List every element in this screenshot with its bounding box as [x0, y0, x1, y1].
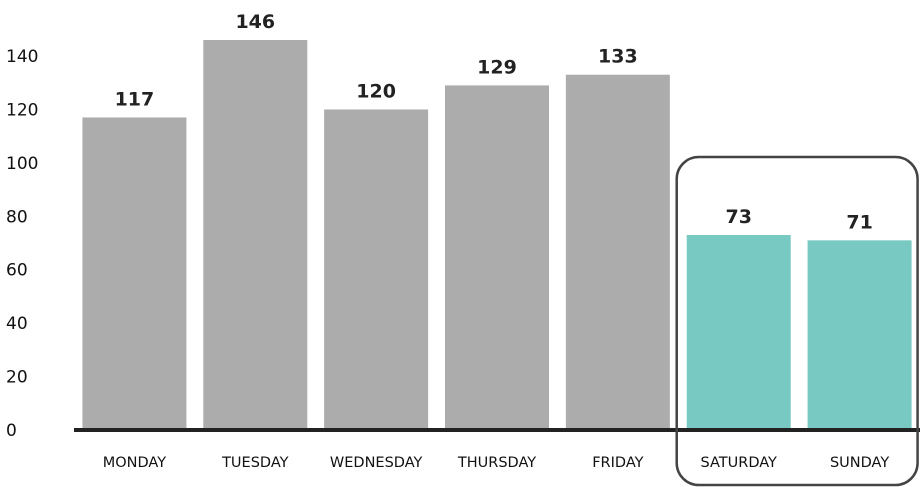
data-label-sunday: 71	[846, 211, 872, 233]
data-label-monday: 117	[115, 88, 155, 110]
x-tick-wednesday: WEDNESDAY	[330, 455, 423, 471]
bar-friday	[565, 74, 670, 431]
data-label-saturday: 73	[725, 206, 751, 228]
x-tick-tuesday: TUESDAY	[221, 455, 289, 471]
bar-saturday	[686, 235, 791, 430]
bar-wednesday	[324, 109, 429, 430]
bars	[82, 40, 912, 431]
weekend-highlight-box	[675, 155, 919, 487]
x-tick-monday: MONDAY	[103, 455, 166, 471]
y-tick-label: 80	[6, 207, 28, 227]
x-tick-thursday: THURSDAY	[457, 455, 536, 471]
bar-thursday	[445, 85, 549, 431]
y-axis-ticks: 0 20 40 60 80 100 120 140	[6, 47, 38, 441]
bar-tuesday	[203, 40, 308, 430]
data-labels: 117 146 120 129 133 73 71	[115, 11, 873, 233]
x-tick-saturday: SATURDAY	[701, 455, 778, 471]
data-label-thursday: 129	[477, 56, 517, 78]
bar-sunday	[807, 240, 912, 430]
y-tick-label: 120	[6, 100, 38, 120]
y-tick-label: 20	[6, 368, 28, 388]
y-tick-label: 100	[6, 154, 38, 174]
bar-monday	[82, 117, 187, 430]
data-label-wednesday: 120	[356, 80, 396, 102]
y-tick-label: 0	[6, 421, 17, 441]
x-axis-ticks: MONDAY TUESDAY WEDNESDAY THURSDAY FRIDAY SATU…	[103, 455, 890, 471]
x-tick-sunday: SUNDAY	[830, 455, 889, 471]
data-label-tuesday: 146	[235, 11, 275, 33]
y-tick-label: 60	[6, 261, 28, 281]
y-tick-label: 140	[6, 47, 38, 67]
data-label-friday: 133	[598, 46, 638, 68]
x-tick-friday: FRIDAY	[592, 455, 643, 471]
y-tick-label: 40	[6, 314, 28, 334]
